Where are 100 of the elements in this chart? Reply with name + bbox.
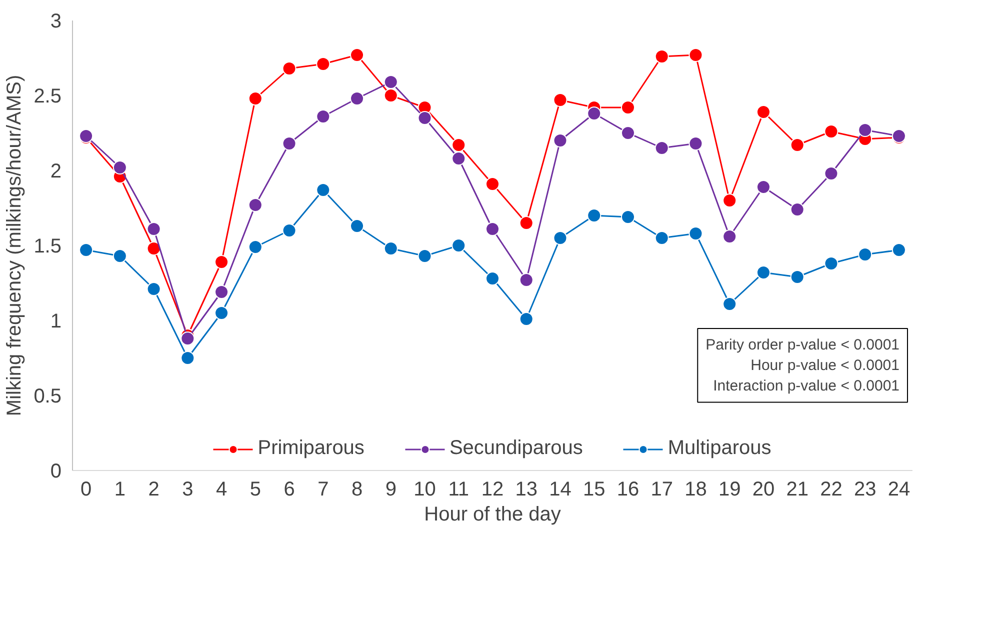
legend-label: Secundiparous: [449, 437, 583, 460]
point: [418, 111, 432, 125]
point: [282, 62, 296, 76]
point: [384, 242, 398, 256]
point: [553, 231, 568, 245]
x-tick-label: 19: [718, 478, 741, 500]
point: [146, 282, 161, 296]
point: [756, 266, 770, 280]
point: [316, 183, 330, 197]
legend-label: Multiparous: [668, 437, 772, 460]
x-tick-label: 11: [448, 478, 470, 500]
point: [452, 152, 466, 166]
point: [214, 255, 229, 269]
point: [790, 270, 804, 284]
point: [79, 243, 94, 257]
y-tick-label: 3: [50, 10, 62, 32]
x-tick-label: 24: [888, 478, 910, 500]
x-tick-label: 17: [650, 478, 673, 500]
point: [688, 226, 703, 240]
point: [587, 208, 602, 222]
point: [248, 240, 262, 254]
point: [722, 297, 737, 311]
x-tick-label: 18: [684, 478, 707, 500]
point: [756, 180, 770, 194]
point: [519, 273, 534, 287]
x-tick-label: 6: [284, 478, 295, 500]
point: [620, 126, 635, 140]
x-tick-label: 0: [80, 478, 92, 500]
x-tick-label: 16: [616, 478, 640, 500]
x-tick-label: 23: [854, 478, 876, 500]
x-tick-label: 15: [582, 478, 606, 500]
y-tick-label: 2.5: [34, 86, 62, 108]
point: [112, 249, 127, 263]
point: [553, 134, 568, 148]
y-tick-label: 1.5: [34, 236, 62, 258]
point: [248, 198, 262, 212]
point: [858, 123, 872, 137]
point: [180, 351, 195, 365]
x-axis-title: Hour of the day: [424, 504, 561, 526]
point: [892, 243, 906, 257]
point: [350, 92, 364, 106]
x-tick-label: 9: [385, 478, 396, 500]
x-tick-label: 21: [786, 478, 808, 500]
x-tick-label: 7: [318, 478, 329, 500]
point: [688, 48, 703, 62]
x-tick-label: 3: [182, 478, 194, 500]
point: [316, 110, 330, 124]
point: [452, 238, 466, 252]
point: [282, 136, 296, 150]
x-tick-label: 20: [752, 478, 775, 500]
point: [824, 124, 838, 138]
point: [824, 256, 838, 270]
point: [384, 88, 398, 102]
x-tick-label: 4: [216, 478, 228, 500]
y-tick-label: 2: [50, 160, 62, 182]
point: [722, 230, 737, 244]
point: [654, 50, 669, 64]
point: [180, 332, 195, 346]
annotation: Interaction p-value < 0.0001: [713, 377, 900, 394]
point: [519, 312, 534, 326]
point: [248, 92, 262, 106]
annotation: Hour p-value < 0.0001: [750, 356, 900, 374]
point: [824, 166, 838, 180]
point: [350, 48, 364, 62]
point: [146, 222, 161, 236]
point: [146, 242, 161, 256]
x-tick-label: 22: [820, 478, 842, 500]
point: [519, 216, 534, 230]
point: [486, 272, 500, 286]
point: [756, 105, 770, 119]
point: [620, 210, 635, 224]
point: [350, 219, 364, 233]
point: [486, 222, 500, 236]
x-tick-label: 1: [114, 478, 126, 500]
point: [858, 248, 872, 262]
point: [790, 202, 804, 216]
point: [722, 194, 737, 208]
point: [384, 75, 398, 89]
point: [316, 57, 330, 71]
x-tick-label: 13: [515, 478, 538, 500]
point: [214, 306, 229, 320]
y-tick-label: 0.5: [34, 386, 62, 408]
point: [654, 141, 669, 155]
point: [790, 138, 804, 152]
x-tick-label: 5: [250, 478, 261, 500]
y-axis-title: Milking frequency (milkings/hour/AMS): [4, 74, 26, 416]
x-tick-label: 10: [414, 478, 436, 500]
x-tick-label: 14: [549, 478, 572, 500]
point: [587, 106, 602, 120]
x-tick-label: 12: [481, 478, 504, 500]
legend-label: Primiparous: [258, 437, 364, 460]
point: [112, 160, 127, 174]
point: [553, 93, 568, 107]
point: [214, 285, 229, 299]
point: [688, 136, 703, 150]
point: [486, 177, 500, 191]
y-tick-label: 1: [50, 310, 62, 332]
x-tick-label: 2: [148, 478, 160, 500]
annotation: Parity order p-value < 0.0001: [706, 336, 900, 354]
x-tick-label: 8: [351, 478, 363, 500]
